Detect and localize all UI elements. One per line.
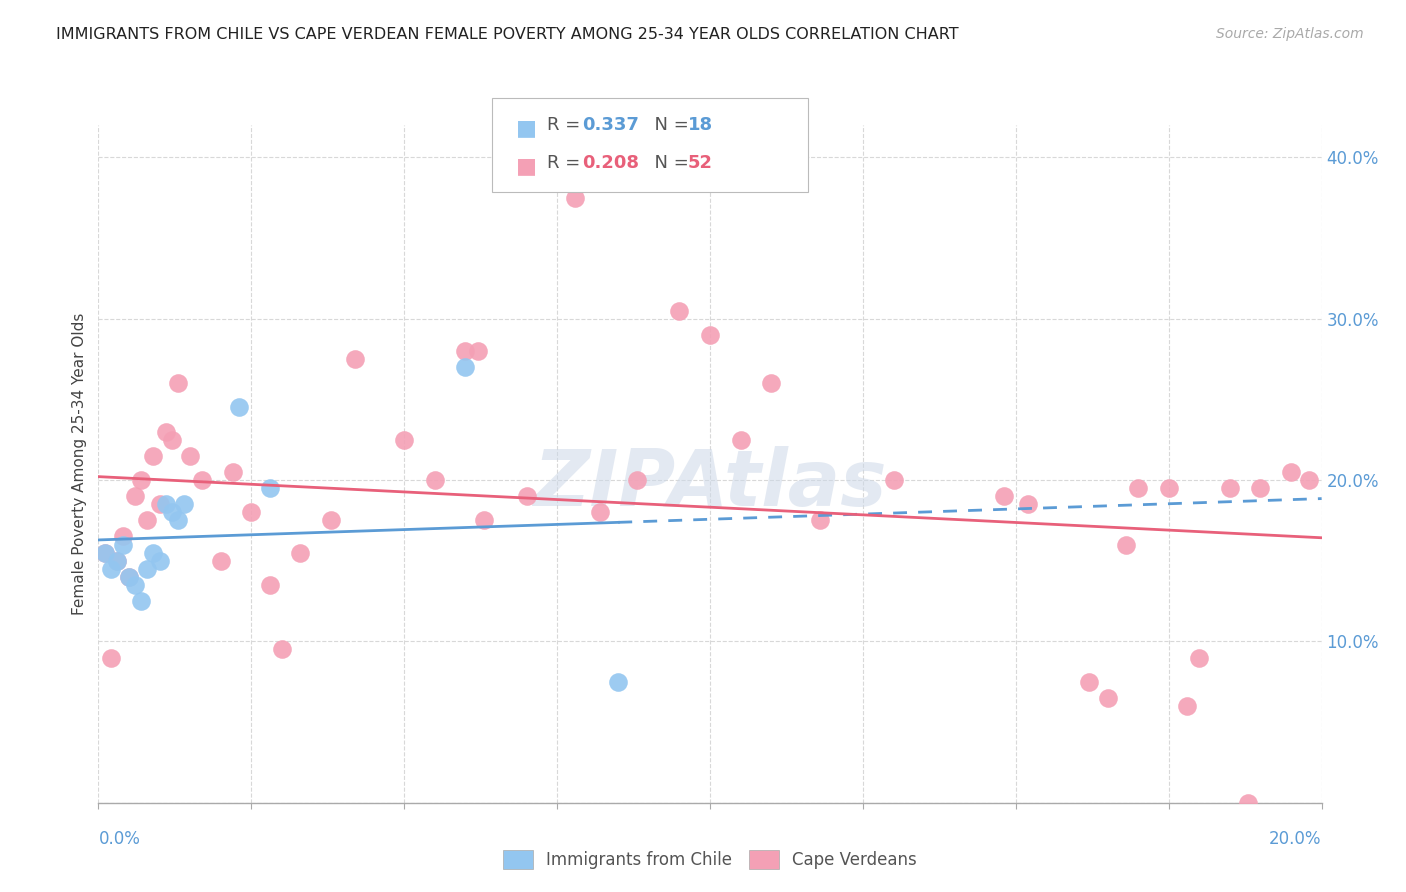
Point (1188, 650, 1211, 665)
Point (259, 578, 281, 592)
Point (136, 562, 159, 576)
Point (1175, 698, 1198, 713)
Text: 0.337: 0.337 (582, 116, 638, 134)
Point (993, 489, 1015, 503)
Point (105, 554, 128, 568)
Point (1115, 537, 1137, 551)
Point (111, 529, 134, 543)
Point (454, 359, 477, 374)
Point (124, 578, 146, 592)
Point (142, 449, 165, 463)
Point (730, 433, 752, 447)
Text: ■: ■ (516, 156, 537, 176)
Text: ■: ■ (516, 119, 537, 138)
Point (118, 570, 141, 584)
Point (270, 642, 292, 657)
Text: Source: ZipAtlas.com: Source: ZipAtlas.com (1216, 27, 1364, 41)
Point (607, 674, 630, 689)
Point (883, 473, 905, 487)
Point (564, 190, 586, 204)
Text: N =: N = (643, 116, 695, 134)
Point (173, 497, 195, 511)
Point (105, 554, 128, 568)
Point (759, 376, 782, 391)
Text: ZIPAtlas: ZIPAtlas (533, 446, 887, 522)
Point (124, 489, 146, 503)
Point (93, 546, 115, 560)
Point (589, 505, 612, 519)
Point (111, 537, 134, 551)
Point (167, 513, 190, 527)
Point (392, 433, 416, 447)
Point (699, 327, 721, 342)
Point (149, 497, 172, 511)
Point (319, 513, 342, 527)
Point (1298, 473, 1320, 487)
Text: 18: 18 (688, 116, 713, 134)
Point (160, 505, 183, 519)
Point (1017, 497, 1039, 511)
Point (118, 570, 141, 584)
Point (1279, 465, 1302, 479)
Point (1157, 481, 1180, 495)
Point (160, 433, 183, 447)
Text: IMMIGRANTS FROM CHILE VS CAPE VERDEAN FEMALE POVERTY AMONG 25-34 YEAR OLDS CORRE: IMMIGRANTS FROM CHILE VS CAPE VERDEAN FE… (56, 27, 959, 42)
Point (1249, 481, 1271, 495)
Point (155, 425, 177, 439)
Point (100, 650, 122, 665)
Text: 0.208: 0.208 (582, 154, 640, 172)
Text: N =: N = (643, 154, 695, 172)
Text: R =: R = (547, 154, 586, 172)
Point (516, 489, 538, 503)
Point (191, 473, 214, 487)
Point (344, 351, 367, 366)
Point (93, 546, 115, 560)
Point (808, 513, 831, 527)
Point (228, 401, 250, 415)
Point (1097, 690, 1119, 705)
Point (259, 481, 281, 495)
Point (1078, 674, 1101, 689)
Text: 52: 52 (688, 154, 713, 172)
Point (136, 513, 159, 527)
Point (222, 465, 245, 479)
Point (423, 473, 446, 487)
Text: 0.0%: 0.0% (98, 830, 141, 847)
Legend: Immigrants from Chile, Cape Verdeans: Immigrants from Chile, Cape Verdeans (496, 843, 924, 876)
Point (155, 497, 177, 511)
Y-axis label: Female Poverty Among 25-34 Year Olds: Female Poverty Among 25-34 Year Olds (72, 313, 87, 615)
Point (129, 594, 152, 608)
Point (100, 562, 122, 576)
Point (626, 473, 648, 487)
Point (240, 505, 263, 519)
Point (129, 473, 152, 487)
Point (290, 546, 312, 560)
Point (179, 449, 201, 463)
Point (149, 554, 172, 568)
Point (1237, 796, 1260, 810)
Point (142, 546, 165, 560)
Point (472, 513, 495, 527)
Point (467, 343, 489, 358)
Point (454, 343, 477, 358)
Point (1128, 481, 1150, 495)
Text: R =: R = (547, 116, 586, 134)
Point (1219, 481, 1241, 495)
Point (668, 303, 690, 318)
Point (209, 554, 232, 568)
Text: 20.0%: 20.0% (1270, 830, 1322, 847)
Point (167, 376, 190, 391)
